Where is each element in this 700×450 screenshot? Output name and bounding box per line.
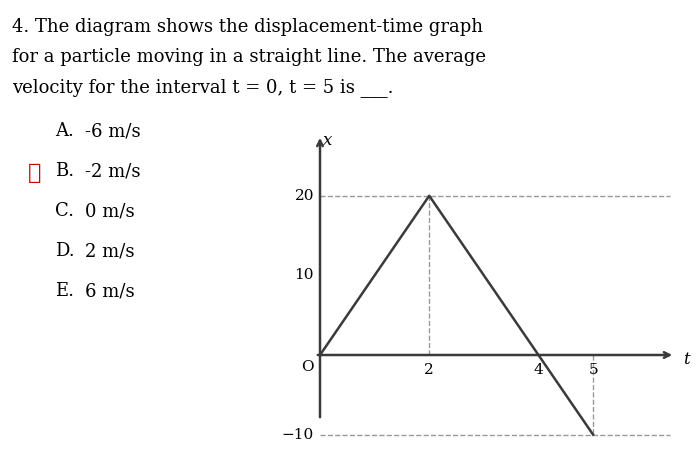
Text: 4. The diagram shows the displacement-time graph: 4. The diagram shows the displacement-ti… [12,18,483,36]
Text: −10: −10 [281,428,314,441]
Text: C.: C. [55,202,74,220]
Text: -2 m/s: -2 m/s [85,162,141,180]
Text: -6 m/s: -6 m/s [85,122,141,140]
Text: D.: D. [55,242,75,260]
Text: 20: 20 [295,189,314,203]
Text: for a particle moving in a straight line. The average: for a particle moving in a straight line… [12,48,486,66]
Text: A.: A. [55,122,74,140]
Text: ✓: ✓ [28,162,41,184]
Text: 2: 2 [424,363,434,377]
Text: 6 m/s: 6 m/s [85,282,134,300]
Text: 0 m/s: 0 m/s [85,202,134,220]
Text: E.: E. [55,282,74,300]
Text: x: x [323,132,332,149]
Text: O: O [302,360,314,374]
Text: 4: 4 [533,363,543,377]
Text: 2 m/s: 2 m/s [85,242,134,260]
Text: 10: 10 [295,268,314,282]
Text: 5: 5 [588,363,598,377]
Text: B.: B. [55,162,74,180]
Text: velocity for the interval t = 0, t = 5 is ___.: velocity for the interval t = 0, t = 5 i… [12,78,393,97]
Text: t: t [683,351,689,368]
